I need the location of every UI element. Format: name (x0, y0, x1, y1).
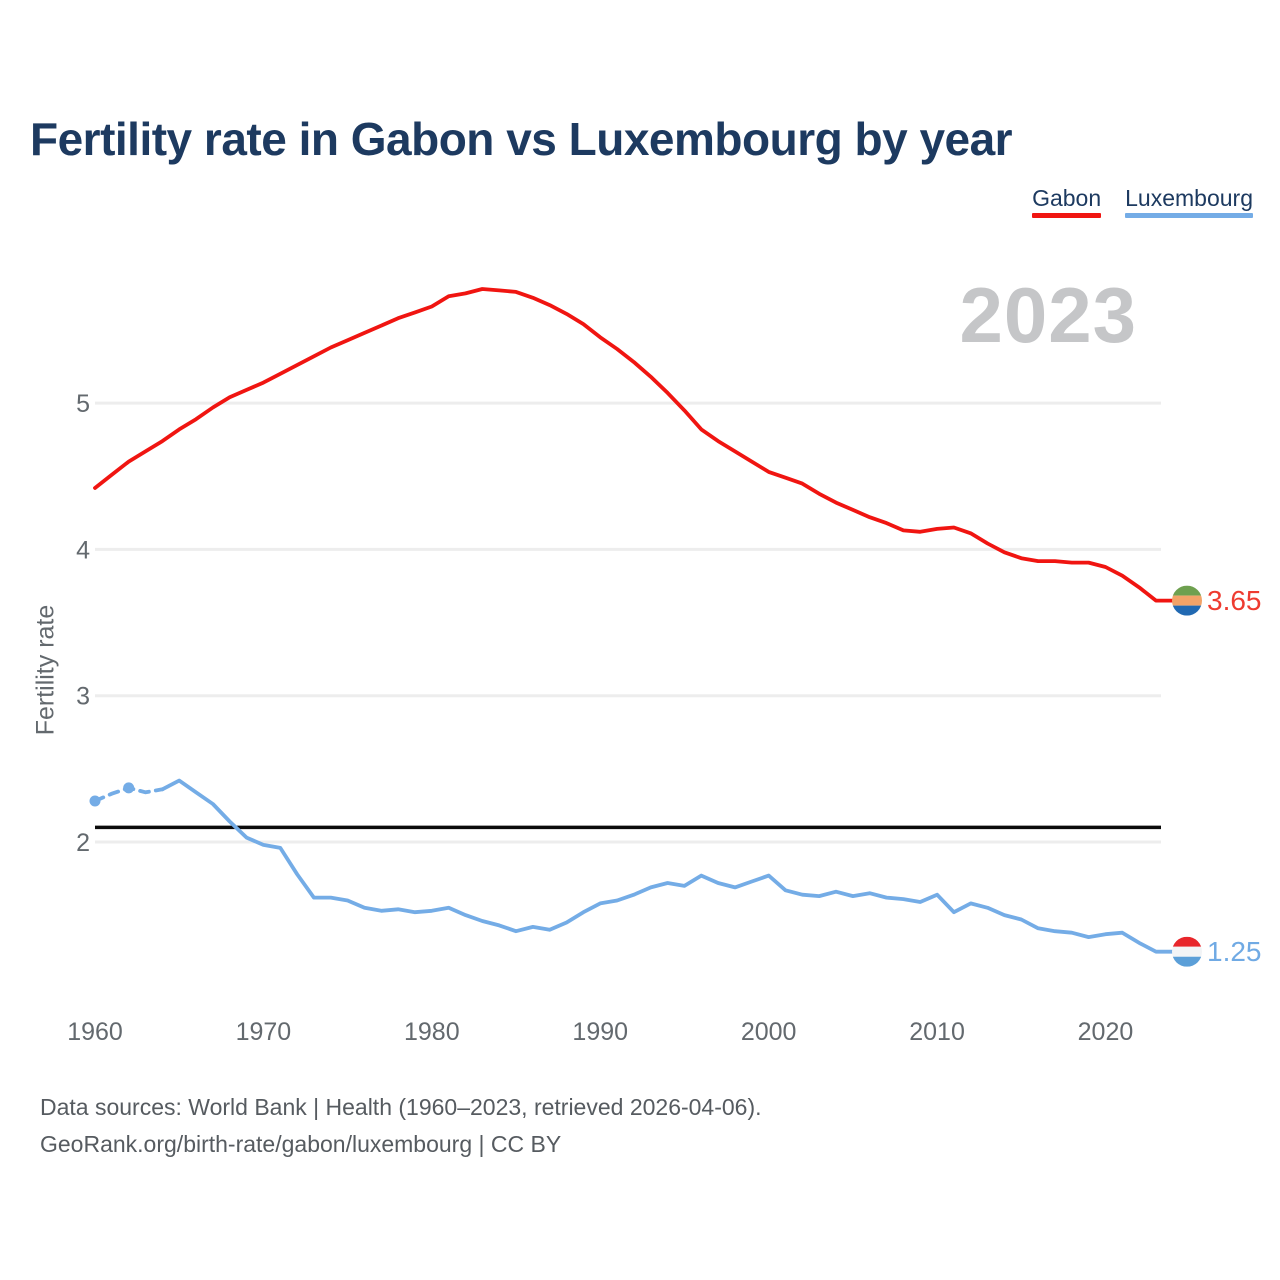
legend-label-luxembourg: Luxembourg (1125, 185, 1253, 211)
x-tick-label: 2010 (909, 1018, 965, 1046)
chart-title: Fertility rate in Gabon vs Luxembourg by… (30, 113, 1013, 165)
y-tick-label: 3 (76, 683, 90, 711)
y-tick-label: 5 (76, 390, 90, 418)
x-tick-label: 1970 (236, 1018, 292, 1046)
year-watermark: 2023 (959, 271, 1137, 359)
data-source-note: Data sources: World Bank | Health (1960–… (40, 1094, 762, 1120)
legend: Gabon Luxembourg (1032, 185, 1253, 218)
legend-underline-gabon (1032, 213, 1102, 218)
legend-item-luxembourg[interactable]: Luxembourg (1125, 185, 1253, 218)
luxembourg-marker (89, 795, 101, 807)
attribution-note: GeoRank.org/birth-rate/gabon/luxembourg … (40, 1131, 562, 1157)
x-tick-label: 1990 (572, 1018, 628, 1046)
legend-underline-luxembourg (1125, 213, 1253, 218)
gabon-line[interactable] (93, 287, 1174, 603)
x-tick-label: 2000 (741, 1018, 797, 1046)
x-tick-label: 1960 (67, 1018, 123, 1046)
x-tick-label: 1980 (404, 1018, 460, 1046)
luxembourg-marker (123, 782, 135, 794)
luxembourg-line[interactable] (160, 778, 1174, 954)
y-tick-label: 2 (76, 829, 90, 857)
legend-label-gabon: Gabon (1032, 185, 1102, 211)
y-tick-label: 4 (76, 536, 90, 564)
luxembourg-flag-icon (1172, 936, 1202, 967)
legend-item-gabon[interactable]: Gabon (1032, 185, 1102, 218)
x-tick-label: 2020 (1078, 1018, 1134, 1046)
gabon-end-value: 3.65 (1207, 585, 1262, 616)
gabon-flag-icon (1172, 585, 1202, 616)
luxembourg-end-value: 1.25 (1207, 936, 1262, 967)
footer: Data sources: World Bank | Health (1960–… (40, 1089, 762, 1163)
